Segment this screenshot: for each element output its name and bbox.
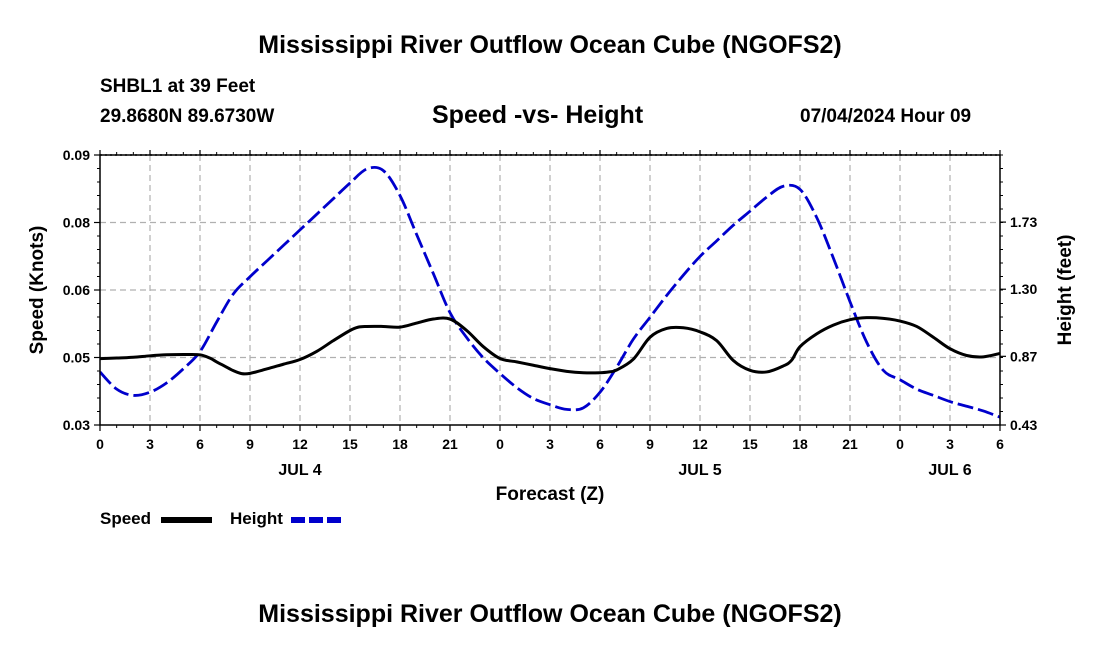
speed-series-line xyxy=(99,316,1001,376)
y-right-tick-label: 0.43 xyxy=(1010,417,1037,433)
chart-subtitle: Speed -vs- Height xyxy=(432,101,644,129)
y-right-tick-label: 1.30 xyxy=(1010,281,1037,297)
height-series-line xyxy=(98,165,1001,419)
axes: 0 3 6 9 12 15 18 21 0 3 6 9 12 15 18 21 0 3 6 JUL 4 JUL 5 JUL… xyxy=(63,147,1038,479)
y-axis-right-label: Height (feet) xyxy=(1055,235,1076,346)
y-axis-left-label: Speed (Knots) xyxy=(27,226,48,355)
y-left-tick-label: 0.06 xyxy=(63,282,90,298)
x-tick-label: 15 xyxy=(742,436,758,452)
x-tick-label: 3 xyxy=(146,436,154,452)
y-left-tick-label: 0.03 xyxy=(63,417,90,433)
day-label: JUL 5 xyxy=(678,462,721,479)
x-tick-label: 9 xyxy=(246,436,254,452)
x-tick-label: 12 xyxy=(292,436,308,452)
x-tick-label: 3 xyxy=(546,436,554,452)
y-left-tick-label: 0.05 xyxy=(63,350,90,366)
x-axis-label: Forecast (Z) xyxy=(496,484,605,505)
x-tick-label: 0 xyxy=(896,436,904,452)
x-tick-label: 0 xyxy=(96,436,104,452)
x-tick-label: 18 xyxy=(392,436,408,452)
y-right-tick-label: 0.87 xyxy=(1010,348,1037,364)
y-left-tick-label: 0.08 xyxy=(63,215,90,231)
x-tick-label: 6 xyxy=(996,436,1004,452)
station-label: SHBL1 at 39 Feet xyxy=(100,76,256,97)
series-layer xyxy=(98,165,1001,419)
x-tick-label: 15 xyxy=(342,436,358,452)
legend-speed-label: Speed xyxy=(100,509,152,528)
forecast-date: 07/04/2024 Hour 09 xyxy=(800,106,972,127)
grid xyxy=(100,154,1000,425)
y-left-tick-label: 0.09 xyxy=(63,147,90,163)
station-coords: 29.8680N 89.6730W xyxy=(100,106,275,127)
x-tick-label: 12 xyxy=(692,436,708,452)
legend-height-label: Height xyxy=(230,509,283,528)
x-tick-label: 6 xyxy=(196,436,204,452)
main-title: Mississippi River Outflow Ocean Cube (NG… xyxy=(258,31,842,59)
x-tick-label: 9 xyxy=(646,436,654,452)
footer-title: Mississippi River Outflow Ocean Cube (NG… xyxy=(258,600,842,628)
day-label: JUL 6 xyxy=(928,462,971,479)
y-right-tick-label: 1.73 xyxy=(1010,214,1037,230)
x-tick-label: 6 xyxy=(596,436,604,452)
x-tick-label: 21 xyxy=(442,436,458,452)
x-tick-label: 0 xyxy=(496,436,504,452)
x-tick-label: 18 xyxy=(792,436,808,452)
x-tick-label: 3 xyxy=(946,436,954,452)
day-label: JUL 4 xyxy=(278,462,321,479)
x-tick-label: 21 xyxy=(842,436,858,452)
